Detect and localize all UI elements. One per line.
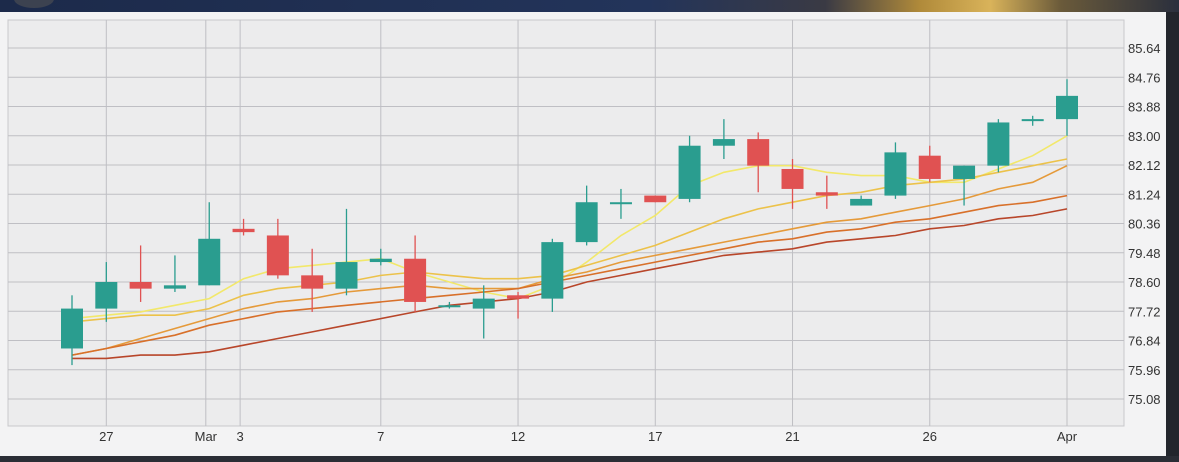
candle [335,208,358,296]
y-tick-label: 83.88 [1128,100,1161,115]
candle-body [678,145,701,199]
moving-average-line [72,208,1068,360]
candle-body [266,235,289,276]
candle-body [404,258,427,302]
candle [884,142,907,199]
candle-body [129,282,152,289]
candle-body [815,192,838,196]
y-tick-label: 77.72 [1128,304,1161,319]
x-tick-label: 17 [648,429,662,444]
candle-body [1056,95,1078,120]
candle-body [61,308,83,349]
candle [609,188,632,219]
y-tick-label: 81.24 [1128,187,1161,202]
top-header-bar [0,0,1179,12]
candle [644,195,667,203]
candle-body [987,122,1010,166]
y-tick-label: 80.36 [1128,217,1161,232]
candle [850,195,873,206]
y-axis-labels: 85.64 84.76 83.88 83.00 82.12 81.24 80.36 79.48… [1128,41,1161,407]
moving-average-lines [71,135,1068,360]
candle-body [232,228,255,233]
candle [987,119,1010,173]
x-tick-label: 12 [511,429,525,444]
moving-average-line [71,164,1068,356]
candle [953,165,976,206]
candle-body [644,195,667,203]
candle [163,255,186,292]
x-tick-label: 7 [377,429,384,444]
candle [575,185,598,246]
y-tick-label: 85.64 [1128,41,1161,56]
candle [1056,79,1078,136]
candle-body [541,242,564,299]
candle-body [369,258,392,263]
candle-body [472,298,495,309]
y-tick-label: 79.48 [1128,246,1161,261]
candle [472,285,495,339]
candle-body [301,275,324,289]
candle [95,262,118,322]
grid-horizontal [8,47,1124,400]
candle-body [438,305,461,308]
candle [507,291,530,319]
candle [781,159,804,209]
candle [266,218,289,279]
candle [815,175,838,209]
moving-average-line [71,194,1068,356]
y-tick-label: 75.96 [1128,363,1161,378]
candle-body [1021,119,1044,122]
candle [232,218,255,236]
candle-body [712,139,735,146]
x-tick-label: Apr [1057,429,1078,444]
candle [61,295,83,366]
candle [918,145,941,183]
candle [712,119,735,160]
x-tick-label: 27 [99,429,113,444]
candle-body [850,198,873,206]
y-tick-label: 84.76 [1128,70,1161,85]
candle [541,238,564,312]
x-axis-labels: 27 Mar 3 7 12 17 21 26 Apr [99,429,1078,444]
candle-body [953,165,976,179]
x-tick-label: 26 [923,429,937,444]
candle-body [575,202,598,243]
candle [129,245,152,302]
candle-body [163,285,186,289]
x-tick-label: 3 [237,429,244,444]
candle-body [335,262,358,289]
y-tick-label: 76.84 [1128,334,1161,349]
candle [1021,115,1044,126]
x-tick-label: 21 [785,429,799,444]
candle-body [609,202,632,205]
candle [198,202,221,286]
candle-body [747,139,770,166]
candle [369,248,392,266]
candle-body [884,152,907,196]
logo-icon [14,0,54,8]
candles [61,79,1078,366]
candle-body [507,295,530,299]
y-tick-label: 82.12 [1128,158,1161,173]
y-tick-label: 83.00 [1128,129,1161,144]
candle [678,135,701,203]
candle-body [781,168,804,189]
frame-edge [1166,12,1179,462]
candle-body [95,282,118,309]
frame-edge-bottom [0,456,1179,462]
x-tick-label: Mar [195,429,218,444]
candle-body [198,238,221,286]
candle [438,301,461,309]
y-tick-label: 75.08 [1128,392,1161,407]
candle [747,132,770,193]
candle [404,235,427,312]
y-tick-label: 78.60 [1128,275,1161,290]
candle-body [918,155,941,179]
candle [301,248,324,312]
